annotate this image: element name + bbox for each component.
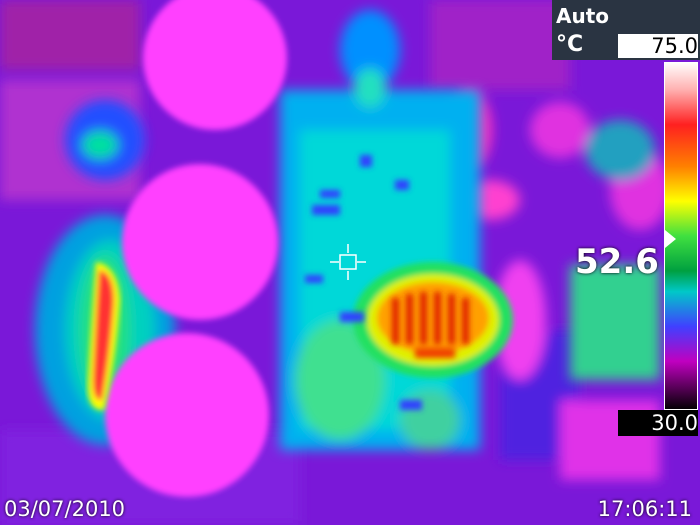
capture-date: 03/07/2010 <box>4 497 126 521</box>
min-temp-box <box>618 410 698 436</box>
min-temp-value[interactable]: 30.0 <box>651 411 698 435</box>
max-temp-box <box>618 34 698 58</box>
color-scale-bar <box>664 62 698 410</box>
capture-time: 17:06:11 <box>597 497 692 521</box>
spot-temperature: 52.6 <box>575 242 659 282</box>
mode-panel <box>552 0 700 32</box>
level-marker-icon[interactable] <box>665 230 676 249</box>
mode-label[interactable]: Auto <box>556 4 610 28</box>
unit-label: °C <box>556 32 584 57</box>
crosshair-icon <box>330 244 366 280</box>
max-temp-value[interactable]: 75.0 <box>651 34 698 58</box>
